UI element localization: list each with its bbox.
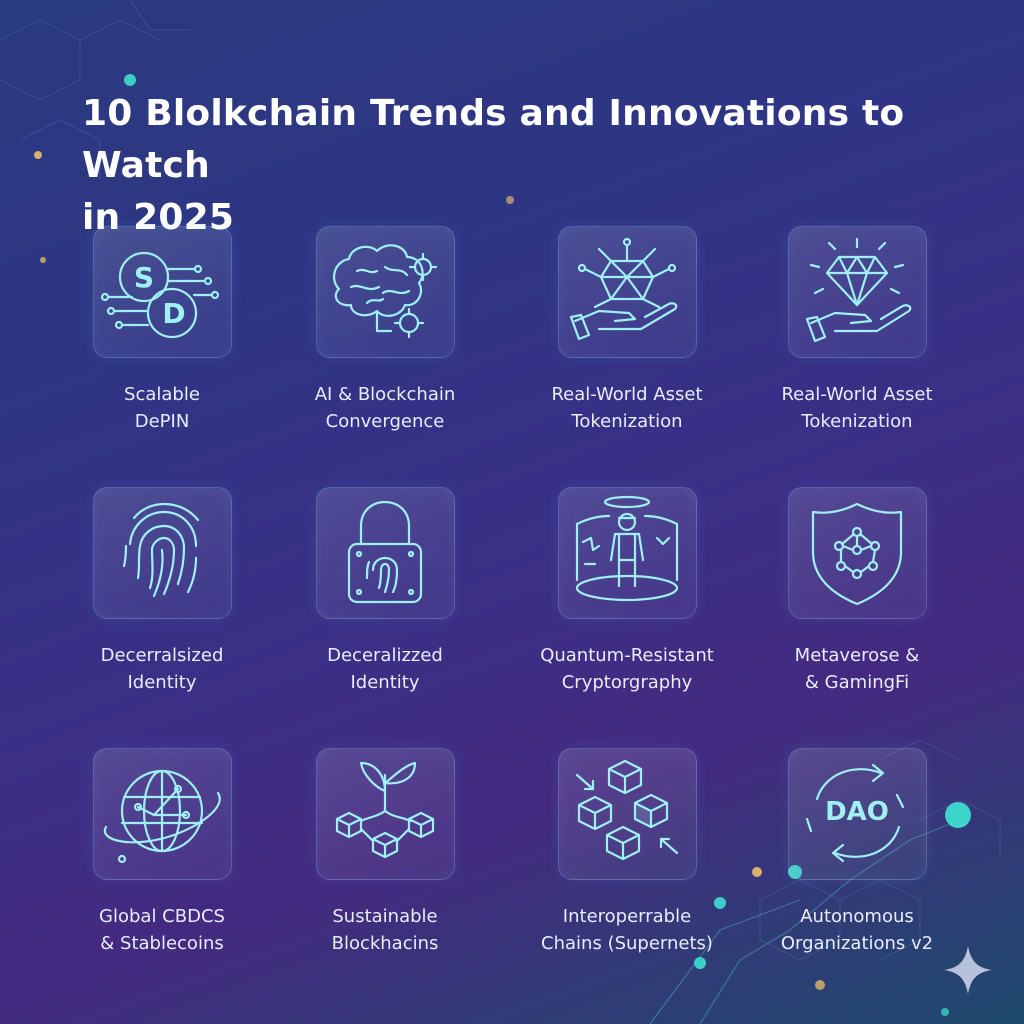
card-autonomous-organizations: DAO — [788, 748, 927, 880]
card-label-line-1: Real-World Asset — [551, 384, 703, 405]
card-label: Deceralizzed Identity — [285, 642, 485, 696]
card-global-cbdcs — [93, 748, 232, 880]
card-rwa-tokenization-2 — [788, 226, 927, 358]
card-scalable-depin: S D — [93, 226, 232, 358]
card-label-line-1: Quantum-Resistant — [540, 645, 714, 666]
padlock-fingerprint-icon — [347, 500, 423, 604]
card-sustainable-blockchains — [316, 748, 455, 880]
card-label: Interoperrable Chains (Supernets) — [527, 903, 727, 957]
page-title: 10 Blolkchain Trends and Innovations to … — [82, 88, 982, 244]
glow-dot — [945, 802, 971, 828]
glow-dot — [124, 74, 136, 86]
title-line-2: in 2025 — [82, 197, 235, 238]
card-label: Scalable DePIN — [62, 381, 262, 435]
card-label-line-2: Convergence — [325, 411, 445, 432]
cubes-arrows-icon — [575, 759, 679, 861]
card-label-line-1: Scalable — [124, 384, 200, 405]
card-label-line-1: AI & Blockchain — [314, 384, 456, 405]
card-quantum-resistant — [558, 487, 697, 619]
card-label-line-2: Blockhacins — [331, 933, 439, 954]
card-label: AI & Blockchain Convergence — [285, 381, 485, 435]
title-line-1: 10 Blolkchain Trends and Innovations to … — [82, 93, 905, 186]
card-label: Quantum-Resistant Cryptorgraphy — [527, 642, 727, 696]
card-rwa-tokenization — [558, 226, 697, 358]
svg-text:S: S — [134, 261, 154, 294]
dao-cycle-icon: DAO — [805, 763, 905, 863]
card-interoperable-chains — [558, 748, 697, 880]
glow-dot — [752, 867, 762, 877]
shield-network-icon — [811, 502, 903, 606]
card-label-line-2: & Stablecoins — [100, 933, 224, 954]
hand-diamond-icon — [805, 237, 912, 343]
svg-text:D: D — [162, 297, 185, 330]
brain-gears-icon — [332, 244, 438, 339]
glow-dot — [40, 257, 46, 263]
hand-gem-network-icon — [569, 237, 678, 341]
glow-dot — [694, 957, 706, 969]
card-label-line-1: Sustainable — [332, 906, 438, 927]
card-metaverse-gaming — [788, 487, 927, 619]
card-label: Real-World Asset Tokenization — [757, 381, 957, 435]
card-label-line-2: & GamingFi — [804, 672, 910, 693]
sprout-blocks-icon — [335, 761, 435, 859]
card-label-line-1: Global CBDCS — [99, 906, 225, 927]
glow-dot — [941, 1008, 949, 1016]
card-label: Real-World Asset Tokenization — [527, 381, 727, 435]
fingerprint-icon — [122, 502, 200, 598]
glow-dot — [815, 980, 825, 990]
card-label: Global CBDCS & Stablecoins — [62, 903, 262, 957]
sd-network-icon: S D — [100, 251, 220, 339]
card-ai-blockchain — [316, 226, 455, 358]
card-label-line-2: Cryptorgraphy — [561, 672, 693, 693]
glow-dot — [34, 151, 42, 159]
card-label-line-2: Tokenization — [571, 411, 683, 432]
svg-text:DAO: DAO — [825, 797, 889, 827]
card-label-line-1: Real-World Asset — [781, 384, 933, 405]
card-decentralized-identity — [93, 487, 232, 619]
vr-person-icon — [575, 495, 679, 602]
card-label-line-2: Identity — [127, 672, 197, 693]
card-label-line-2: Tokenization — [801, 411, 913, 432]
card-label-line-2: Chains (Supernets) — [541, 933, 713, 954]
card-decentralized-identity-2 — [316, 487, 455, 619]
card-label-line-1: Autonomous — [800, 906, 914, 927]
card-label-line-1: Metaverose & — [794, 645, 920, 666]
card-label: Metaverose & & GamingFi — [757, 642, 957, 696]
globe-orbit-icon — [103, 769, 221, 864]
card-label-line-2: Identity — [350, 672, 420, 693]
card-label-line-1: Interoperrable — [562, 906, 692, 927]
card-label-line-2: DePIN — [134, 411, 190, 432]
card-label-line-1: Decerralsized — [100, 645, 224, 666]
card-label: Sustainable Blockhacins — [285, 903, 485, 957]
card-label-line-2: Organizations v2 — [780, 933, 934, 954]
card-label: Decerralsized Identity — [62, 642, 262, 696]
card-label: Autonomous Organizations v2 — [757, 903, 957, 957]
card-label-line-1: Deceralizzed — [327, 645, 443, 666]
